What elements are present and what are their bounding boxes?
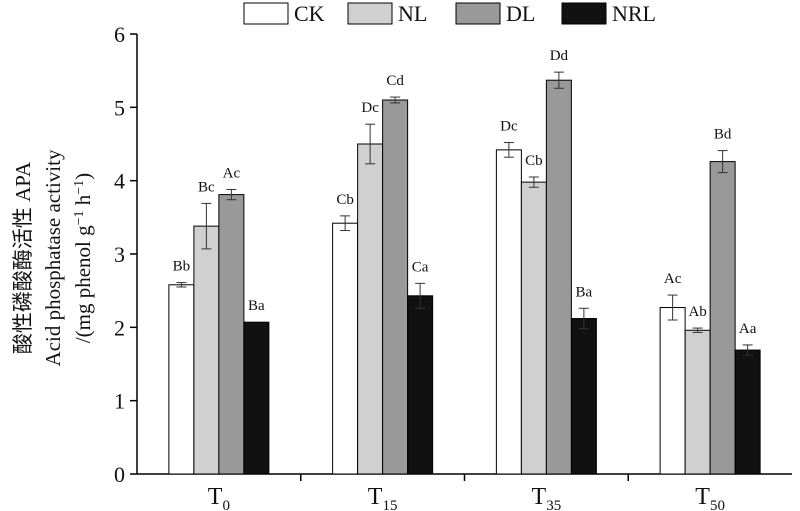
legend-swatch-nrl	[561, 2, 607, 25]
bar-ck	[168, 284, 195, 475]
legend-label-nrl: NRL	[612, 1, 656, 26]
y-tick-label: 2	[114, 315, 125, 340]
y-axis-label-line-2: Acid phosphatase activity	[41, 149, 65, 366]
y-axis-label: 酸性磷酸酶活性 APA Acid phosphatase activity /(…	[11, 149, 95, 366]
x-category-label: T0	[208, 484, 230, 511]
x-category-subscript: 0	[222, 498, 230, 511]
bar-nl	[357, 143, 384, 475]
bar-dl	[218, 194, 245, 475]
data-label: Cb	[336, 192, 354, 208]
y-tick-label: 0	[114, 462, 125, 487]
y-axis-unit-sup-2: −1	[72, 180, 87, 195]
bar-nrl	[570, 318, 597, 475]
bar-nl	[193, 225, 220, 475]
bar-ck	[659, 307, 686, 475]
y-axis-unit-part-2: h	[71, 194, 95, 210]
y-axis-unit-part-3: )	[71, 173, 95, 180]
bar-nrl	[243, 321, 270, 475]
x-category-main: T	[532, 484, 547, 510]
data-label: Dc	[500, 119, 518, 135]
data-label: Bc	[198, 179, 215, 195]
bar-ck	[495, 149, 522, 475]
bar-nrl	[407, 295, 434, 475]
x-category-label: T50	[695, 484, 725, 511]
x-category-main: T	[695, 484, 710, 510]
data-label: Dc	[361, 100, 379, 116]
error-bars	[176, 71, 753, 356]
legend: CK NL DL NRL	[243, 1, 656, 26]
y-axis-ticks: 0 1 2 3 4 5 6	[114, 22, 137, 487]
legend-label-dl: DL	[506, 1, 535, 26]
x-category-subscript: 15	[382, 498, 397, 511]
bar-dl	[545, 79, 572, 475]
data-label: Bd	[714, 127, 732, 143]
y-tick-label: 6	[114, 22, 125, 47]
bar-nrl	[734, 349, 761, 475]
bar-dl	[382, 99, 409, 475]
x-category-main: T	[368, 484, 383, 510]
data-label: Dd	[550, 48, 569, 64]
legend-swatch-dl	[455, 2, 501, 25]
x-axis-categories: T0 T15 T35 T50	[208, 474, 725, 511]
bar-nl	[520, 181, 547, 475]
bar-ck	[332, 222, 359, 475]
y-tick-label: 4	[114, 169, 125, 194]
legend-swatch-nl	[347, 2, 393, 25]
data-label: Ac	[223, 165, 241, 181]
x-category-subscript: 50	[710, 498, 725, 511]
bar-nl	[684, 329, 711, 475]
data-label: Cd	[386, 73, 404, 89]
y-axis-label-line-3: /(mg phenol g−1 h−1)	[71, 173, 95, 343]
data-label: Bb	[173, 259, 191, 275]
y-tick-label: 5	[114, 95, 125, 120]
y-axis-unit-part-1: /(mg phenol g	[71, 225, 95, 343]
legend-label-nl: NL	[398, 1, 427, 26]
data-label: Cb	[525, 153, 543, 169]
data-label: Ac	[664, 271, 682, 287]
bar-dl	[709, 161, 736, 475]
data-labels: Bb Bc Ac Ba Cb Dc Cd Ca Dc Cb Dd Ba Ac Ab Bd Aa	[173, 48, 757, 337]
data-label: Ba	[576, 284, 593, 300]
bars	[168, 79, 761, 475]
x-category-subscript: 35	[546, 498, 561, 511]
y-tick-label: 3	[114, 242, 125, 267]
y-axis-label-line-1: 酸性磷酸酶活性 APA	[11, 161, 35, 354]
legend-swatch-ck	[243, 2, 289, 25]
x-category-label: T35	[532, 484, 562, 511]
y-tick-label: 1	[114, 389, 125, 414]
x-category-main: T	[208, 484, 223, 510]
legend-label-ck: CK	[294, 1, 325, 26]
data-label: Ca	[412, 259, 429, 275]
data-label: Aa	[739, 321, 757, 337]
data-label: Ab	[688, 304, 706, 320]
data-label: Ba	[248, 298, 265, 314]
y-axis-unit-sup-1: −1	[72, 210, 87, 225]
x-category-label: T15	[368, 484, 398, 511]
